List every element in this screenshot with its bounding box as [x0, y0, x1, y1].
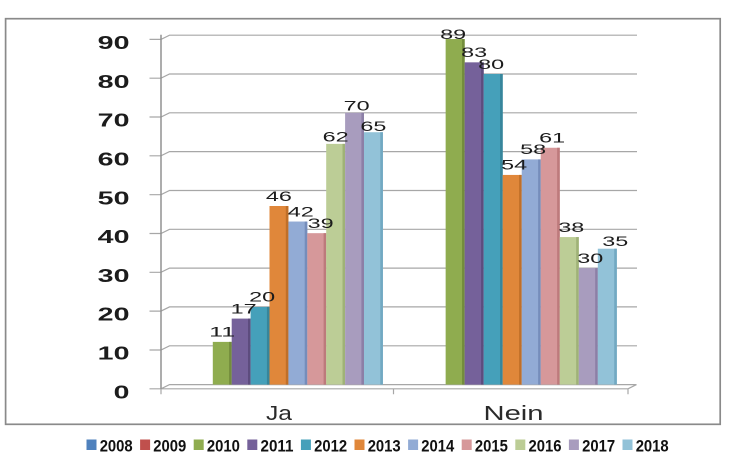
svg-text:65: 65 [360, 119, 386, 135]
svg-text:20: 20 [249, 290, 275, 306]
svg-text:70: 70 [98, 111, 130, 131]
svg-text:30: 30 [98, 266, 130, 286]
svg-text:30: 30 [577, 251, 603, 267]
svg-text:46: 46 [266, 189, 292, 205]
svg-text:2013: 2013 [368, 437, 401, 456]
svg-text:80: 80 [478, 57, 504, 73]
svg-text:38: 38 [558, 220, 584, 236]
svg-text:Nein: Nein [484, 402, 544, 425]
svg-text:2012: 2012 [314, 437, 347, 456]
svg-text:2010: 2010 [207, 437, 240, 456]
svg-text:70: 70 [344, 99, 370, 115]
svg-text:17: 17 [231, 301, 257, 317]
svg-text:61: 61 [539, 131, 565, 147]
svg-text:Ja: Ja [266, 402, 293, 425]
svg-text:83: 83 [461, 45, 487, 61]
svg-text:89: 89 [440, 27, 466, 43]
svg-text:2016: 2016 [529, 437, 562, 456]
svg-text:58: 58 [520, 142, 546, 158]
svg-text:2011: 2011 [261, 437, 294, 456]
svg-text:80: 80 [98, 72, 130, 92]
svg-text:35: 35 [602, 234, 628, 250]
svg-text:2014: 2014 [421, 437, 455, 456]
svg-text:2018: 2018 [636, 437, 669, 456]
svg-text:2015: 2015 [475, 437, 508, 456]
svg-text:10: 10 [98, 344, 130, 364]
svg-text:0: 0 [114, 382, 130, 402]
svg-text:20: 20 [98, 305, 130, 325]
svg-text:11: 11 [209, 325, 235, 341]
svg-text:54: 54 [501, 158, 527, 174]
svg-text:60: 60 [98, 149, 130, 169]
svg-text:40: 40 [98, 227, 130, 247]
svg-text:62: 62 [323, 130, 349, 146]
svg-text:50: 50 [98, 188, 130, 208]
svg-text:90: 90 [98, 33, 130, 53]
svg-text:39: 39 [308, 216, 334, 232]
svg-text:2008: 2008 [100, 437, 133, 456]
svg-text:2009: 2009 [153, 437, 186, 456]
svg-text:42: 42 [288, 204, 314, 220]
svg-text:2017: 2017 [582, 437, 615, 456]
